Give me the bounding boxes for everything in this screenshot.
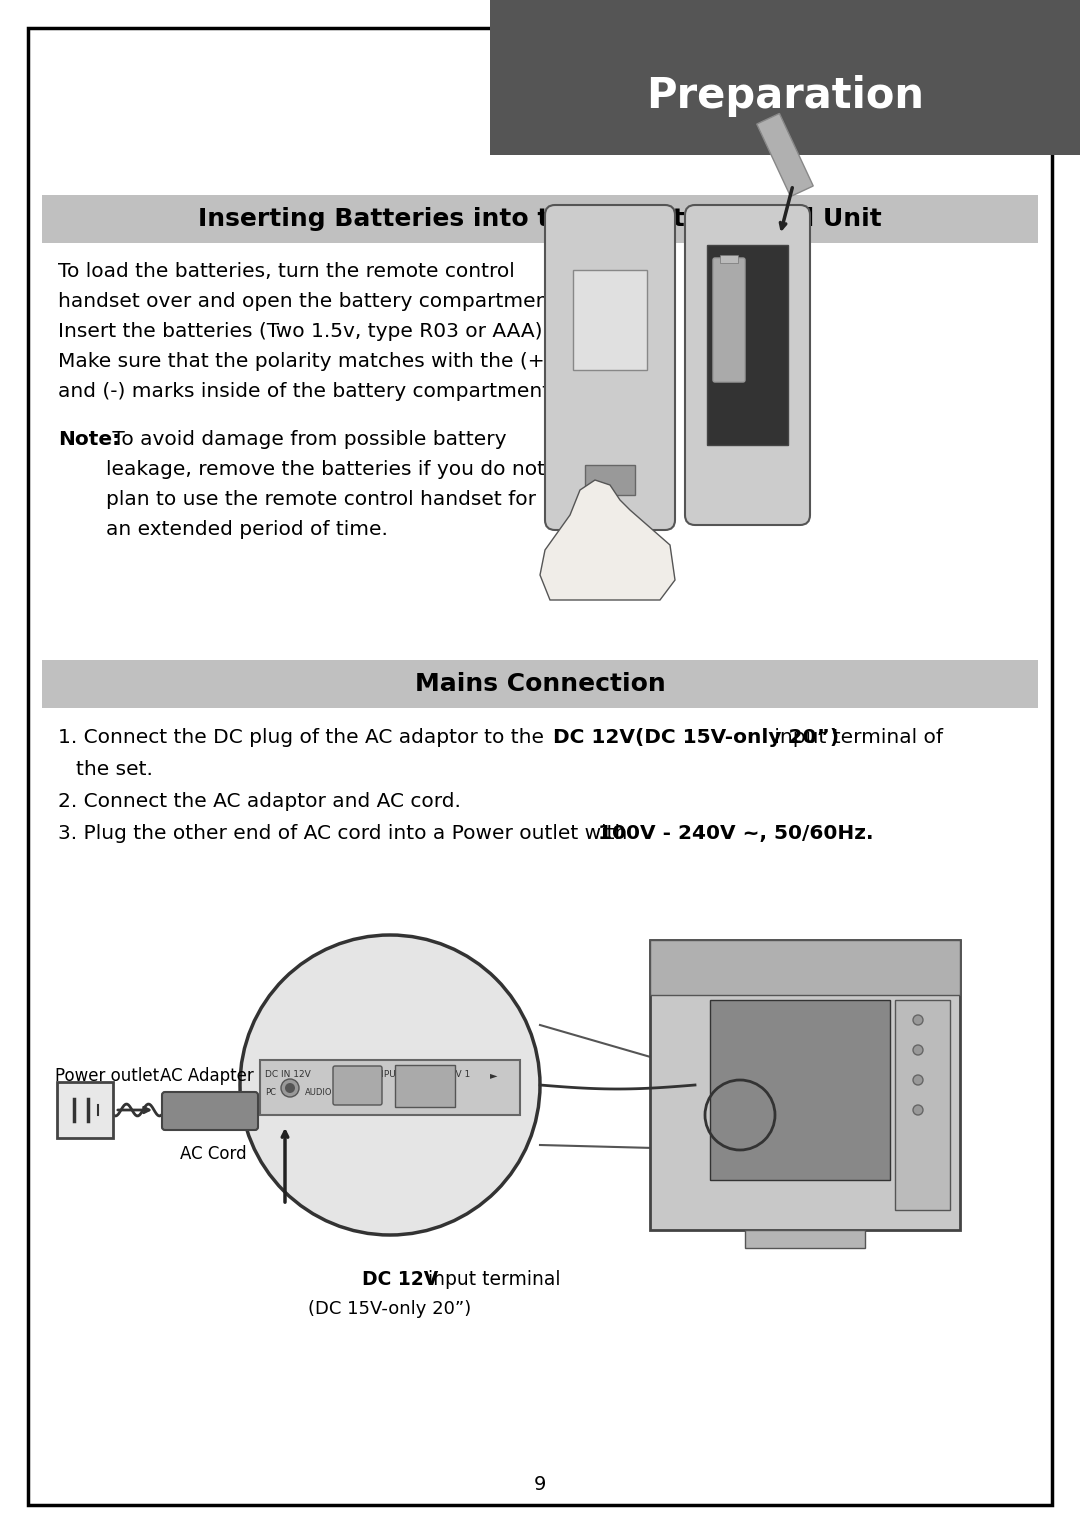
Text: Power outlet: Power outlet (55, 1067, 159, 1085)
FancyBboxPatch shape (573, 270, 647, 369)
Text: Insert the batteries (Two 1.5v, type R03 or AAA).: Insert the batteries (Two 1.5v, type R03… (58, 322, 549, 340)
Text: the set.: the set. (76, 760, 153, 779)
Circle shape (913, 1075, 923, 1085)
Text: ►: ► (490, 1070, 498, 1081)
Text: Mains Connection: Mains Connection (415, 671, 665, 696)
Text: Note:: Note: (58, 429, 120, 449)
Text: 3. Plug the other end of AC cord into a Power outlet with: 3. Plug the other end of AC cord into a … (58, 825, 634, 843)
Circle shape (913, 1015, 923, 1026)
FancyBboxPatch shape (745, 1229, 865, 1248)
FancyBboxPatch shape (490, 0, 1080, 155)
Text: handset over and open the battery compartment.: handset over and open the battery compar… (58, 291, 563, 311)
Text: AV 1: AV 1 (450, 1070, 470, 1079)
Text: DC IN 12V: DC IN 12V (265, 1070, 311, 1079)
Text: plan to use the remote control handset for: plan to use the remote control handset f… (106, 491, 536, 509)
FancyBboxPatch shape (28, 28, 1052, 1505)
FancyBboxPatch shape (895, 1000, 950, 1210)
Text: Make sure that the polarity matches with the (+): Make sure that the polarity matches with… (58, 353, 553, 371)
FancyBboxPatch shape (650, 940, 960, 995)
Text: 1. Connect the DC plug of the AC adaptor to the: 1. Connect the DC plug of the AC adaptor… (58, 728, 551, 747)
Polygon shape (540, 480, 675, 599)
Text: (DC 15V-only 20”): (DC 15V-only 20”) (309, 1300, 472, 1318)
Text: input terminal of: input terminal of (768, 728, 943, 747)
FancyBboxPatch shape (395, 1065, 455, 1107)
FancyBboxPatch shape (720, 254, 738, 264)
FancyBboxPatch shape (162, 1091, 258, 1130)
Circle shape (281, 1079, 299, 1098)
Text: an extended period of time.: an extended period of time. (106, 520, 388, 540)
Text: PC: PC (265, 1088, 276, 1098)
Text: PC INPUT: PC INPUT (360, 1070, 401, 1079)
FancyBboxPatch shape (42, 661, 1038, 708)
Text: 9: 9 (534, 1475, 546, 1495)
Text: AC Cord: AC Cord (180, 1145, 246, 1164)
FancyBboxPatch shape (333, 1065, 382, 1105)
FancyBboxPatch shape (713, 258, 745, 382)
Text: To load the batteries, turn the remote control: To load the batteries, turn the remote c… (58, 262, 515, 281)
Polygon shape (757, 113, 813, 196)
FancyBboxPatch shape (545, 205, 675, 530)
Text: input terminal: input terminal (422, 1269, 561, 1289)
Text: 2. Connect the AC adaptor and AC cord.: 2. Connect the AC adaptor and AC cord. (58, 793, 461, 811)
Circle shape (913, 1105, 923, 1114)
Text: and (-) marks inside of the battery compartment.: and (-) marks inside of the battery comp… (58, 382, 556, 402)
FancyBboxPatch shape (710, 1000, 890, 1180)
Text: 100V - 240V ~, 50/60Hz.: 100V - 240V ~, 50/60Hz. (598, 825, 874, 843)
Text: DC 12V: DC 12V (362, 1269, 438, 1289)
Text: AC Adapter: AC Adapter (160, 1067, 254, 1085)
FancyBboxPatch shape (42, 195, 1038, 244)
FancyBboxPatch shape (57, 1082, 113, 1137)
Text: leakage, remove the batteries if you do not: leakage, remove the batteries if you do … (106, 460, 545, 478)
Circle shape (285, 1082, 295, 1093)
FancyBboxPatch shape (650, 940, 960, 1229)
Text: To avoid damage from possible battery: To avoid damage from possible battery (106, 429, 507, 449)
FancyBboxPatch shape (685, 205, 810, 524)
Circle shape (913, 1046, 923, 1055)
FancyBboxPatch shape (260, 1059, 519, 1114)
Text: DC 12V(DC 15V-only 20”): DC 12V(DC 15V-only 20”) (553, 728, 839, 747)
Text: AUDIO: AUDIO (305, 1088, 333, 1098)
Text: Preparation: Preparation (646, 75, 924, 117)
FancyBboxPatch shape (585, 464, 635, 495)
FancyBboxPatch shape (707, 245, 788, 445)
Circle shape (240, 935, 540, 1236)
Text: Inserting Batteries into the Remote Control Unit: Inserting Batteries into the Remote Cont… (198, 207, 882, 231)
